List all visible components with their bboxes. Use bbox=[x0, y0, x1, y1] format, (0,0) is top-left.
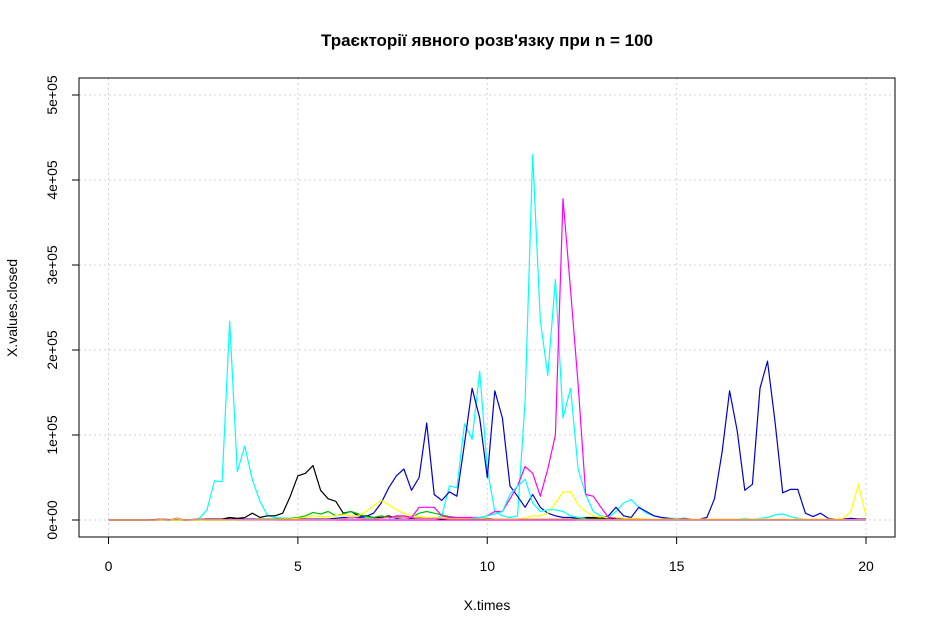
y-axis-label: X.values.closed bbox=[4, 259, 20, 357]
x-tick-label: 0 bbox=[105, 558, 113, 574]
y-tick-label: 5e+05 bbox=[44, 75, 60, 115]
y-tick-label: 0e+00 bbox=[44, 500, 60, 540]
y-tick-label: 4e+05 bbox=[44, 160, 60, 200]
series-line-8 bbox=[388, 198, 617, 519]
x-tick-label: 10 bbox=[479, 558, 495, 574]
y-tick-label: 2e+05 bbox=[44, 330, 60, 370]
x-tick-label: 20 bbox=[858, 558, 874, 574]
x-tick-label: 15 bbox=[669, 558, 685, 574]
series-line-9 bbox=[472, 478, 586, 519]
series-line-7 bbox=[108, 516, 866, 521]
x-axis: 0 5 10 15 20 bbox=[105, 536, 874, 574]
x-tick-label: 5 bbox=[294, 558, 302, 574]
y-axis: 0e+00 1e+05 2e+05 3e+05 4e+05 5e+05 bbox=[44, 75, 80, 540]
y-tick-label: 1e+05 bbox=[44, 415, 60, 455]
series-lines bbox=[108, 153, 867, 521]
chart-title: Траєкторії явного розв'язку при n = 100 bbox=[321, 31, 653, 50]
y-tick-label: 3e+05 bbox=[44, 245, 60, 285]
x-axis-label: X.times bbox=[464, 597, 511, 613]
